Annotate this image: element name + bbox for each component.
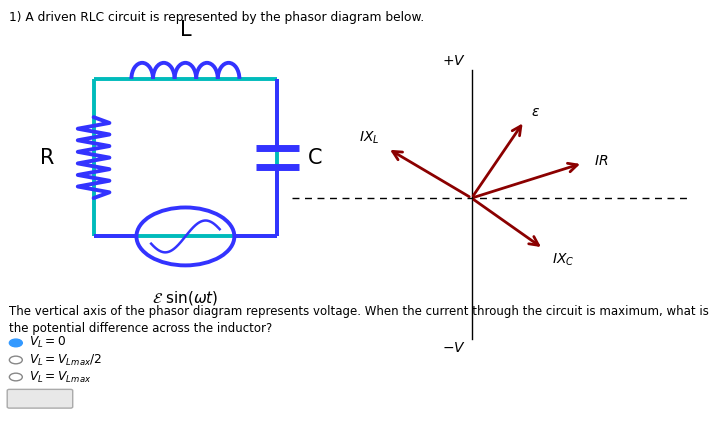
Circle shape xyxy=(9,373,22,381)
Circle shape xyxy=(9,339,22,347)
Text: $\mathcal{E}\ \mathrm{sin}(\omega t)$: $\mathcal{E}\ \mathrm{sin}(\omega t)$ xyxy=(152,289,219,307)
Text: $-V$: $-V$ xyxy=(442,341,466,355)
Text: $IR$: $IR$ xyxy=(594,154,608,168)
FancyBboxPatch shape xyxy=(7,389,73,408)
Text: $V_L = 0$: $V_L = 0$ xyxy=(29,335,66,351)
Text: The vertical axis of the phasor diagram represents voltage. When the current thr: The vertical axis of the phasor diagram … xyxy=(9,305,709,334)
Text: L: L xyxy=(179,20,192,40)
Text: $V_L = V_{Lmax}$: $V_L = V_{Lmax}$ xyxy=(29,369,91,385)
Text: 1) A driven RLC circuit is represented by the phasor diagram below.: 1) A driven RLC circuit is represented b… xyxy=(9,11,425,24)
Text: $\varepsilon$: $\varepsilon$ xyxy=(531,105,541,119)
Text: $IX_L$: $IX_L$ xyxy=(359,130,379,146)
Text: $+V$: $+V$ xyxy=(442,54,466,68)
Text: Submit: Submit xyxy=(19,392,62,405)
Text: $V_L = V_{Lmax}/2$: $V_L = V_{Lmax}/2$ xyxy=(29,352,102,368)
Text: C: C xyxy=(307,148,322,167)
Circle shape xyxy=(9,356,22,364)
Text: $IX_C$: $IX_C$ xyxy=(552,252,575,268)
Text: R: R xyxy=(40,148,54,167)
